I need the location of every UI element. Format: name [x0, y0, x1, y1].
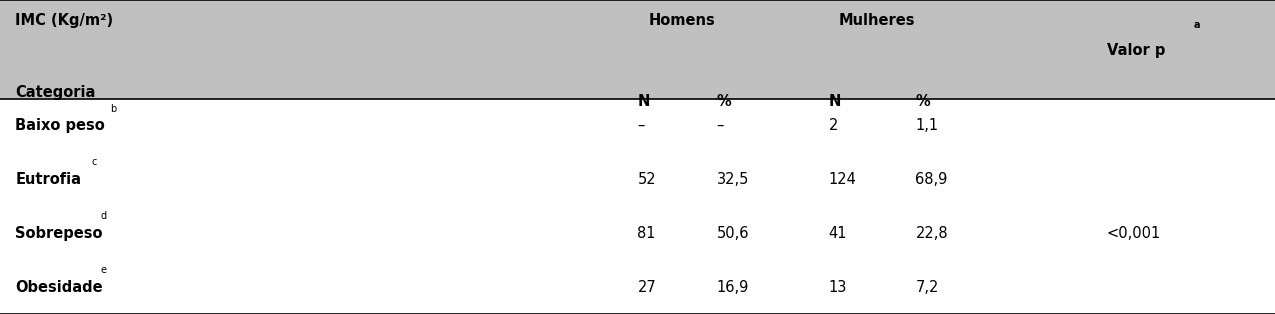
Text: –: –: [638, 118, 645, 133]
Text: 81: 81: [638, 226, 657, 241]
Text: a: a: [1193, 20, 1200, 30]
FancyBboxPatch shape: [0, 0, 1275, 99]
Text: 52: 52: [638, 172, 657, 187]
Text: Eutrofia: Eutrofia: [15, 172, 82, 187]
Text: 13: 13: [829, 279, 847, 295]
Text: b: b: [110, 104, 116, 114]
Text: 1,1: 1,1: [915, 118, 938, 133]
Text: Homens: Homens: [649, 13, 715, 28]
Text: 32,5: 32,5: [717, 172, 748, 187]
Text: %: %: [717, 94, 732, 109]
Text: Sobrepeso: Sobrepeso: [15, 226, 103, 241]
Text: –: –: [717, 118, 724, 133]
Text: 124: 124: [829, 172, 857, 187]
Text: d: d: [101, 211, 107, 221]
Text: Mulheres: Mulheres: [839, 13, 915, 28]
Text: N: N: [829, 94, 842, 109]
Text: Categoria: Categoria: [15, 85, 96, 100]
Text: Baixo peso: Baixo peso: [15, 118, 105, 133]
Text: %: %: [915, 94, 931, 109]
Text: 41: 41: [829, 226, 848, 241]
Text: 27: 27: [638, 279, 657, 295]
Text: 7,2: 7,2: [915, 279, 938, 295]
Text: 50,6: 50,6: [717, 226, 748, 241]
Text: 16,9: 16,9: [717, 279, 748, 295]
Text: 22,8: 22,8: [915, 226, 949, 241]
Text: IMC (Kg/m²): IMC (Kg/m²): [15, 13, 113, 28]
Text: N: N: [638, 94, 650, 109]
Text: 2: 2: [829, 118, 838, 133]
Text: c: c: [92, 157, 97, 167]
Text: 68,9: 68,9: [915, 172, 947, 187]
Text: Obesidade: Obesidade: [15, 279, 103, 295]
Text: Valor p: Valor p: [1107, 43, 1165, 58]
Text: e: e: [101, 265, 107, 275]
Text: <0,001: <0,001: [1107, 226, 1162, 241]
